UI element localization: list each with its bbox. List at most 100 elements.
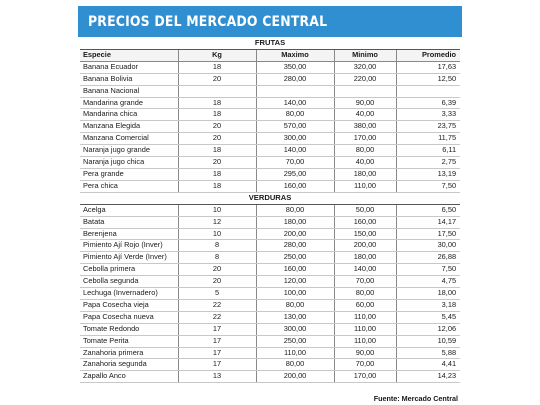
cell-kg: 18 [177, 180, 256, 193]
cell-prom: 5,45 [395, 311, 461, 324]
cell-max: 140,00 [255, 97, 334, 110]
cell-especie: Pimiento Ají Verde (Inver) [80, 251, 178, 265]
cell-min: 220,00 [333, 73, 396, 86]
cell-max: 300,00 [255, 132, 334, 146]
cell-especie: Banana Bolivia [80, 73, 178, 86]
header-kg: Kg [177, 49, 256, 62]
table-row: Cebolla primera 20 160,00 140,00 7,50 [80, 263, 461, 277]
cell-min [333, 85, 396, 98]
cell-especie: Papa Cosecha vieja [80, 299, 178, 312]
cell-prom: 3,33 [395, 108, 461, 122]
cell-kg: 20 [177, 275, 256, 289]
cell-kg: 18 [177, 61, 256, 74]
cell-max: 250,00 [255, 251, 334, 265]
cell-prom [395, 85, 461, 98]
cell-max: 80,00 [255, 358, 334, 372]
cell-min: 150,00 [333, 228, 396, 241]
cell-especie: Pera chica [80, 180, 178, 193]
cell-kg: 8 [177, 239, 256, 253]
cell-max: 200,00 [255, 370, 334, 384]
cell-prom: 7,50 [395, 263, 461, 277]
cell-especie: Mandarina chica [80, 108, 178, 122]
cell-min: 170,00 [333, 132, 396, 146]
cell-kg: 20 [177, 132, 256, 146]
cell-max: 280,00 [255, 73, 334, 86]
cell-especie: Mandarina grande [80, 97, 178, 110]
cell-min: 110,00 [333, 335, 396, 348]
table-row: Tomate Redondo 17 300,00 110,00 12,06 [80, 323, 461, 336]
cell-prom: 30,00 [395, 239, 461, 253]
table-row: Banana Nacional [80, 85, 461, 98]
cell-max: 100,00 [255, 287, 334, 300]
cell-especie: Cebolla primera [80, 263, 178, 277]
cell-max: 130,00 [255, 311, 334, 324]
section-label-frutas: FRUTAS [80, 38, 461, 50]
cell-kg: 22 [177, 311, 256, 324]
cell-kg: 10 [177, 204, 256, 217]
table-row: Lechuga (Invernadero) 5 100,00 80,00 18,00 [80, 287, 461, 300]
cell-prom: 3,18 [395, 299, 461, 312]
cell-max: 280,00 [255, 239, 334, 253]
cell-kg: 17 [177, 347, 256, 360]
cell-min: 180,00 [333, 168, 396, 181]
cell-max: 180,00 [255, 216, 334, 229]
cell-especie: Zanahoria segunda [80, 358, 178, 372]
cell-kg: 12 [177, 216, 256, 229]
header-especie: Especie [80, 49, 178, 62]
header-minimo: Minimo [333, 49, 396, 62]
cell-especie: Tomate Redondo [80, 323, 178, 336]
cell-min: 180,00 [333, 251, 396, 265]
cell-especie: Acelga [80, 204, 178, 217]
cell-prom: 11,75 [395, 132, 461, 146]
cell-prom: 26,88 [395, 251, 461, 265]
cell-max: 120,00 [255, 275, 334, 289]
cell-prom: 6,11 [395, 144, 461, 158]
cell-especie: Pera grande [80, 168, 178, 181]
cell-max [255, 85, 334, 98]
cell-prom: 23,75 [395, 120, 461, 134]
table-row: Naranja jugo grande 18 140,00 80,00 6,11 [80, 144, 461, 158]
table-row: Manzana Elegida 20 570,00 380,00 23,75 [80, 120, 461, 134]
cell-especie: Manzana Comercial [80, 132, 178, 146]
table-row: Zanahoria primera 17 110,00 90,00 5,88 [80, 347, 461, 360]
table-row: Batata 12 180,00 160,00 14,17 [80, 216, 461, 229]
table-row: Pera chica 18 160,00 110,00 7,50 [80, 180, 461, 193]
cell-especie: Banana Ecuador [80, 61, 178, 74]
table-row: Naranja jugo chica 20 70,00 40,00 2,75 [80, 156, 461, 169]
cell-max: 80,00 [255, 299, 334, 312]
cell-min: 60,00 [333, 299, 396, 312]
cell-prom: 5,88 [395, 347, 461, 360]
cell-min: 200,00 [333, 239, 396, 253]
section-label-verduras: VERDURAS [80, 192, 461, 205]
cell-kg: 20 [177, 263, 256, 277]
cell-max: 570,00 [255, 120, 334, 134]
cell-especie: Manzana Elegida [80, 120, 178, 134]
cell-min: 50,00 [333, 204, 396, 217]
cell-kg: 13 [177, 370, 256, 384]
table-row: Manzana Comercial 20 300,00 170,00 11,75 [80, 132, 461, 146]
table-row: Tomate Perita 17 250,00 110,00 10,59 [80, 335, 461, 348]
cell-prom: 12,50 [395, 73, 461, 86]
cell-min: 110,00 [333, 323, 396, 336]
cell-especie: Naranja jugo chica [80, 156, 178, 169]
cell-min: 160,00 [333, 216, 396, 229]
table-row: Papa Cosecha nueva 22 130,00 110,00 5,45 [80, 311, 461, 324]
table-row: Berenjena 10 200,00 150,00 17,50 [80, 228, 461, 241]
cell-min: 80,00 [333, 287, 396, 300]
cell-max: 80,00 [255, 108, 334, 122]
cell-especie: Zapallo Anco [80, 370, 178, 384]
cell-kg: 17 [177, 323, 256, 336]
cell-kg: 8 [177, 251, 256, 265]
cell-prom: 7,50 [395, 180, 461, 193]
cell-min: 110,00 [333, 311, 396, 324]
cell-min: 170,00 [333, 370, 396, 384]
cell-min: 40,00 [333, 156, 396, 169]
table-row: Zapallo Anco 13 200,00 170,00 14,23 [80, 370, 461, 384]
cell-max: 140,00 [255, 144, 334, 158]
cell-kg: 5 [177, 287, 256, 300]
cell-kg: 20 [177, 156, 256, 169]
table-row: Acelga 10 80,00 50,00 6,50 [80, 204, 461, 217]
cell-especie: Zanahoria primera [80, 347, 178, 360]
cell-min: 110,00 [333, 180, 396, 193]
cell-max: 160,00 [255, 180, 334, 193]
